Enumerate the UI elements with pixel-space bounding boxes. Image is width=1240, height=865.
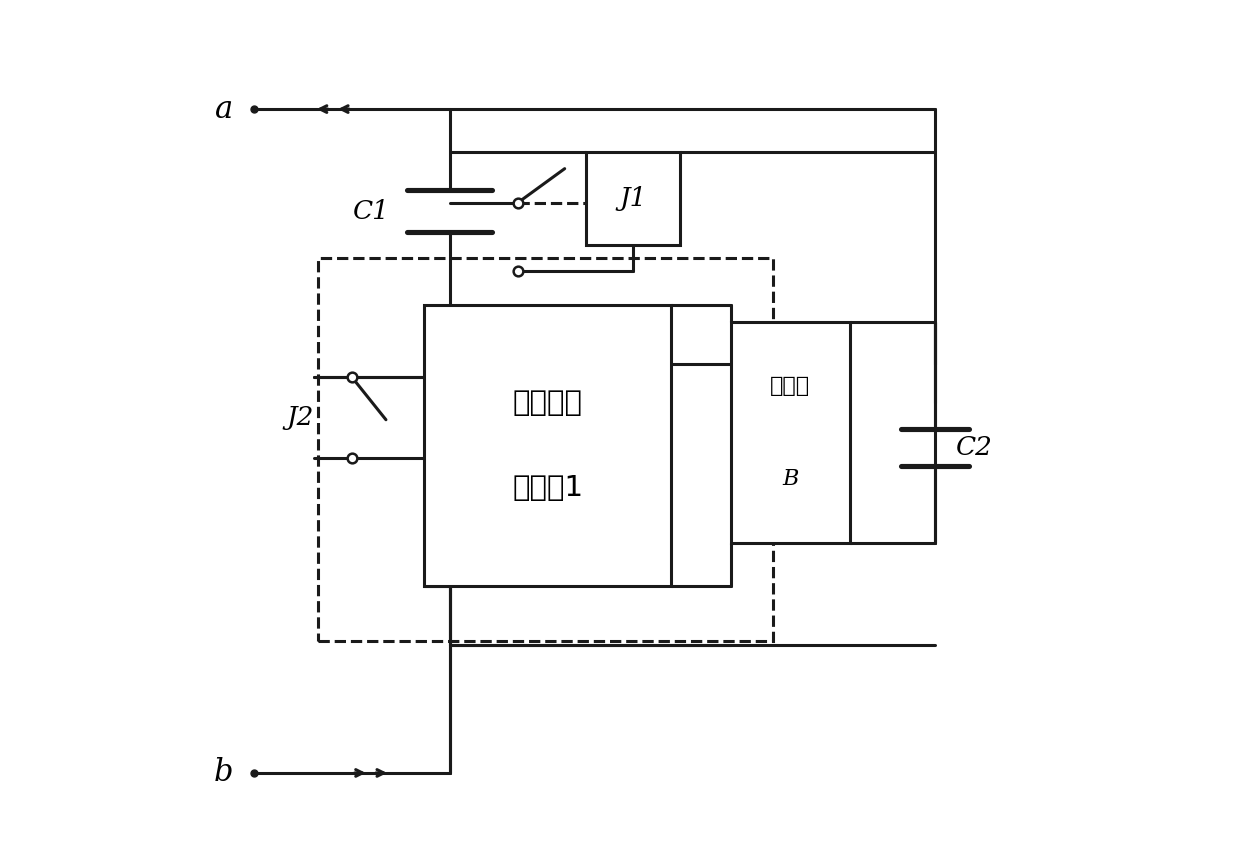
Text: C1: C1 <box>353 199 391 224</box>
Bar <box>317 258 774 641</box>
Bar <box>730 322 849 543</box>
Text: b: b <box>213 758 233 788</box>
Text: 太阳能电: 太阳能电 <box>512 388 583 417</box>
Text: J1: J1 <box>619 186 646 211</box>
Text: C2: C2 <box>956 435 993 460</box>
Text: J2: J2 <box>286 405 314 430</box>
Text: 断路器: 断路器 <box>770 375 810 395</box>
Text: a: a <box>215 93 233 125</box>
Bar <box>424 304 671 586</box>
Bar <box>587 151 680 246</box>
Text: B: B <box>782 468 799 490</box>
Text: 池组件1: 池组件1 <box>512 474 583 502</box>
